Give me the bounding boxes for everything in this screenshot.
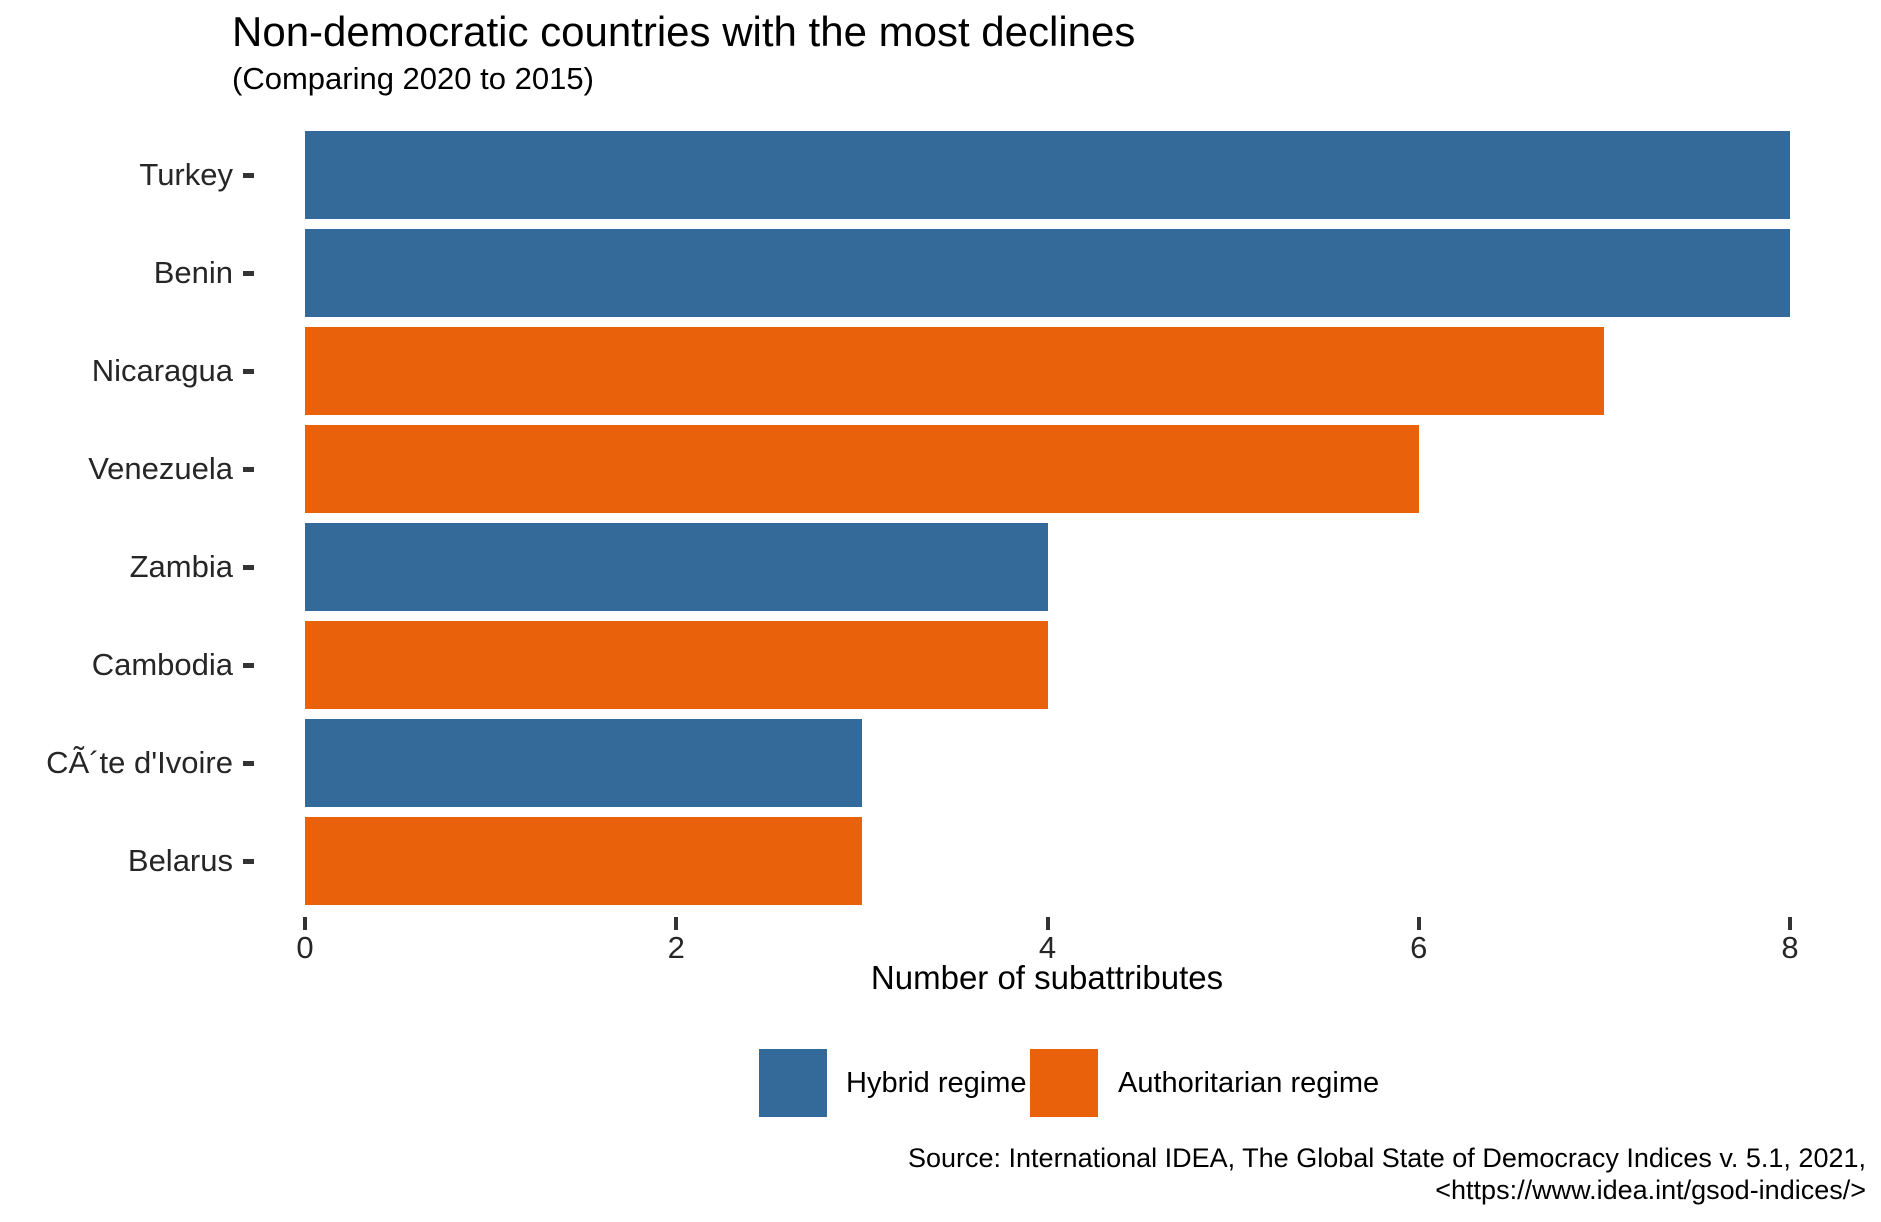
bar-benin (305, 229, 1790, 317)
x-axis-title: Number of subattributes (870, 959, 1224, 996)
x-axis-tick (1788, 917, 1792, 930)
source-line-2: <https://www.idea.int/gsod-indices/> (1435, 1175, 1866, 1205)
category-label: Benin (153, 255, 233, 290)
category-label: CÃ´te d'Ivoire (46, 745, 233, 780)
legend-swatch-authoritarian (1030, 1049, 1098, 1117)
y-axis-tick (243, 858, 254, 864)
y-axis-tick (243, 760, 254, 766)
x-axis-tick-label: 2 (667, 930, 685, 965)
x-axis-tick-label: 0 (296, 930, 314, 965)
x-axis-tick-label: 6 (1410, 930, 1428, 965)
category-label: Zambia (129, 549, 233, 584)
category-label: Venezuela (88, 451, 233, 486)
y-axis-tick (243, 172, 254, 178)
source-caption: Source: International IDEA, The Global S… (908, 1142, 1866, 1206)
y-axis-tick (243, 564, 254, 570)
legend-swatch-hybrid (759, 1049, 827, 1117)
bar-nicaragua (305, 327, 1604, 415)
bar-belarus (305, 817, 862, 905)
bar-turkey (305, 131, 1790, 219)
category-label: Turkey (139, 157, 233, 192)
y-axis-tick (243, 466, 254, 472)
y-axis-tick (243, 662, 254, 668)
bar-c-te-d-ivoire (305, 719, 862, 807)
x-axis-tick-label: 4 (1038, 930, 1057, 965)
chart-subtitle: (Comparing 2020 to 2015) (232, 61, 594, 96)
y-axis-tick (243, 270, 254, 276)
source-line-1: Source: International IDEA, The Global S… (907, 1143, 1866, 1173)
y-axis-tick (243, 368, 254, 374)
legend-label-hybrid: Hybrid regime (846, 1067, 1027, 1099)
category-label: Cambodia (91, 647, 233, 682)
category-label: Belarus (127, 843, 233, 878)
x-axis-tick (674, 917, 679, 930)
x-axis-tick-label: 8 (1781, 930, 1799, 965)
legend-label-authoritarian: Authoritarian regime (1118, 1067, 1380, 1099)
category-label: Nicaragua (91, 353, 233, 388)
bar-venezuela (305, 425, 1419, 513)
bar-cambodia (305, 621, 1048, 709)
x-axis-tick (1416, 917, 1421, 930)
bar-zambia (305, 523, 1048, 611)
x-axis-tick (1045, 917, 1050, 930)
chart-title: Non-democratic countries with the most d… (232, 8, 1136, 55)
x-axis-tick (303, 917, 307, 930)
